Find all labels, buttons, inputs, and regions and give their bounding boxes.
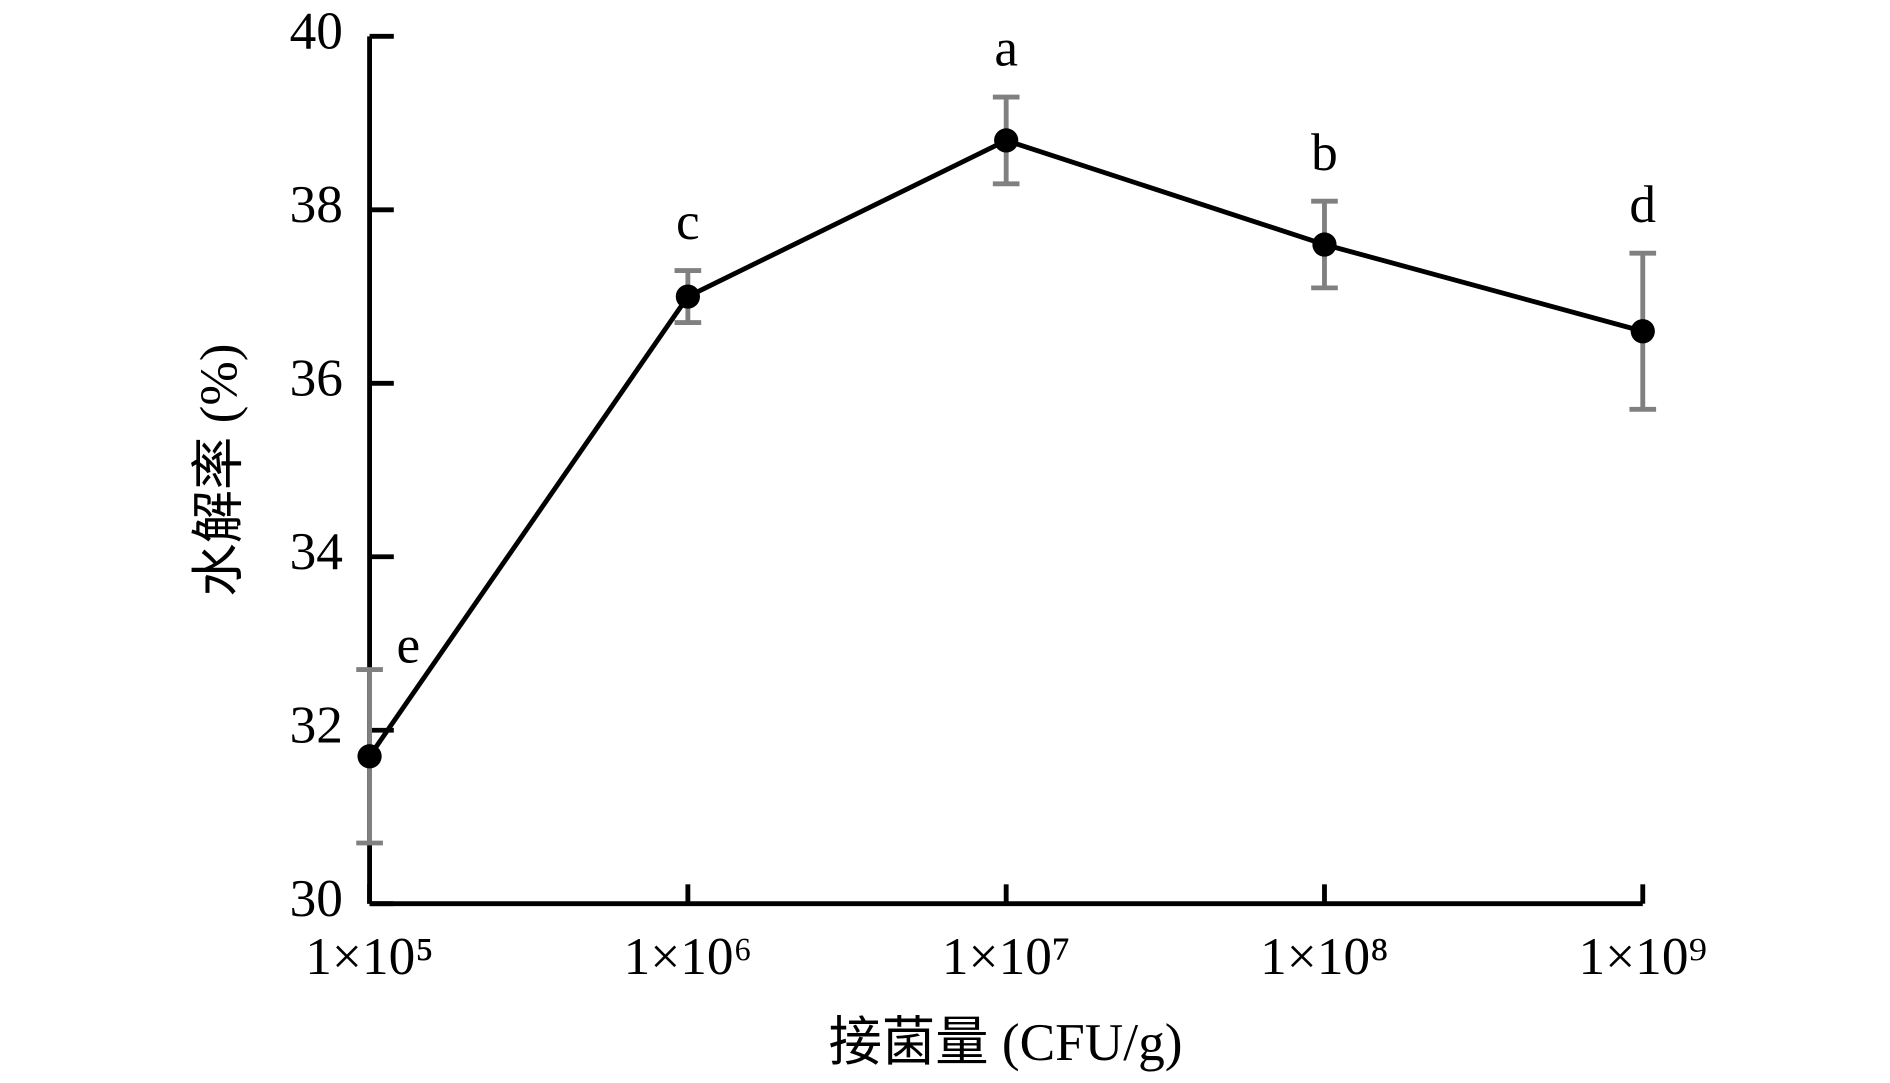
y-tick-label: 38: [290, 175, 343, 234]
x-axis-title: 接菌量 (CFU/g): [829, 1013, 1183, 1072]
point: [675, 284, 700, 309]
x-tick-label: 1×10⁹: [1578, 927, 1707, 986]
y-tick-label: 34: [290, 522, 343, 581]
significance-label: d: [1629, 175, 1656, 234]
significance-label: e: [397, 615, 421, 674]
x-tick-label: 1×10⁶: [624, 927, 753, 986]
x-tick-label: 1×10⁸: [1260, 927, 1389, 986]
point: [1630, 319, 1655, 344]
y-tick-label: 30: [290, 869, 343, 928]
y-tick-label: 36: [290, 349, 343, 408]
point: [994, 128, 1019, 153]
line: [367, 137, 1644, 758]
significance-label: b: [1311, 123, 1338, 182]
point: [357, 744, 382, 769]
point: [1312, 232, 1337, 257]
x-tick-label: 1×10⁵: [305, 927, 434, 986]
y-tick-label: 40: [290, 2, 343, 61]
y-axis-title: 水解率 (%): [189, 343, 248, 596]
y-tick-label: 32: [290, 695, 343, 754]
significance-label: a: [994, 19, 1018, 78]
x-tick-label: 1×10⁷: [942, 927, 1071, 986]
significance-label: c: [676, 192, 700, 251]
